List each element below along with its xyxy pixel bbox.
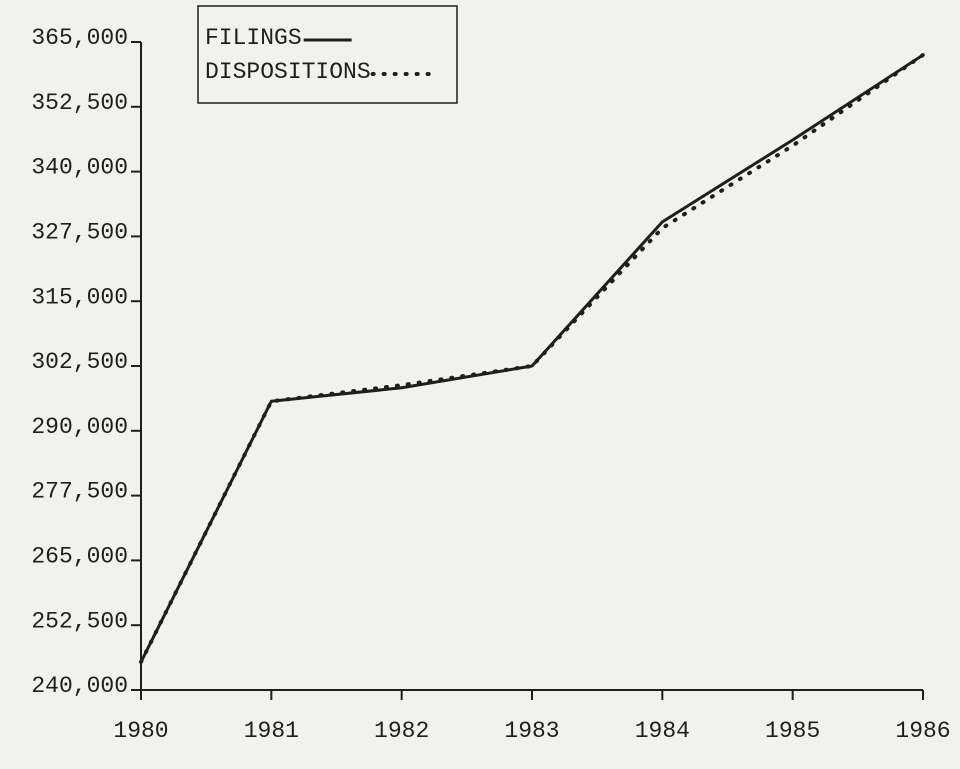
legend-label: FILINGS bbox=[205, 25, 302, 51]
x-tick-label: 1986 bbox=[895, 718, 950, 744]
y-tick-label: 352,500 bbox=[31, 90, 128, 116]
data-line bbox=[139, 53, 924, 663]
x-tick-label: 1980 bbox=[113, 718, 168, 744]
x-tick-label: 1985 bbox=[765, 718, 820, 744]
y-tick-label: 340,000 bbox=[31, 155, 128, 181]
y-tick-label: 252,500 bbox=[31, 608, 128, 634]
y-tick-label: 302,500 bbox=[31, 349, 128, 375]
legend-box bbox=[197, 5, 458, 104]
x-tick-label: 1984 bbox=[635, 718, 690, 744]
x-tick-label: 1983 bbox=[504, 718, 559, 744]
y-tick-label: 240,000 bbox=[31, 673, 128, 699]
y-tick-label: 327,500 bbox=[31, 219, 128, 245]
y-tick-label: 277,500 bbox=[31, 479, 128, 505]
legend-label: DISPOSITIONS bbox=[205, 59, 371, 85]
y-tick-label: 290,000 bbox=[31, 414, 128, 440]
y-tick-label: 315,000 bbox=[31, 284, 128, 310]
y-tick-label: 365,000 bbox=[31, 25, 128, 51]
x-tick-label: 1982 bbox=[374, 718, 429, 744]
y-tick-label: 265,000 bbox=[31, 543, 128, 569]
x-tick-label: 1981 bbox=[244, 718, 299, 744]
